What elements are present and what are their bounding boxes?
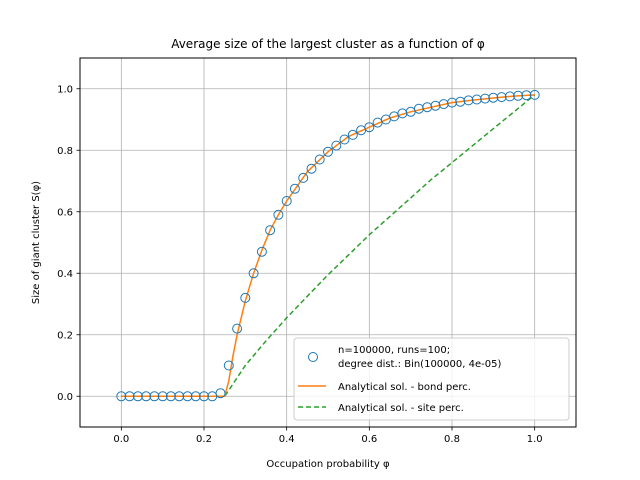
data-point [273, 209, 284, 220]
legend-marker-simulation [308, 352, 318, 362]
data-point [141, 391, 152, 402]
chart-title: Average size of the largest cluster as a… [171, 37, 485, 51]
legend-label-line: n=100000, runs=100; [338, 345, 450, 356]
data-point [281, 196, 292, 206]
x-tick-label: 0.8 [444, 434, 460, 445]
legend-label-bond: Analytical sol. - bond perc. [338, 382, 471, 393]
data-point [504, 91, 515, 102]
data-point [314, 154, 325, 165]
y-tick-label: 0.8 [57, 146, 73, 157]
grid [80, 58, 576, 427]
legend-label-line: degree dist.: Bin(100000, 4e-05) [338, 359, 501, 370]
data-point [422, 102, 433, 113]
data-point [488, 92, 499, 103]
data-point [455, 96, 466, 107]
data-point [298, 172, 309, 183]
y-tick-label: 0.2 [57, 330, 73, 341]
data-point [521, 90, 532, 101]
data-point [364, 122, 375, 133]
data-point [430, 100, 441, 111]
data-point [256, 246, 267, 257]
data-point [199, 391, 209, 402]
data-point [132, 391, 143, 402]
data-point [165, 391, 176, 402]
series-line-site [121, 94, 536, 398]
plot-area [116, 89, 540, 402]
data-point [174, 391, 185, 402]
legend-label-site: Analytical sol. - site perc. [338, 403, 464, 414]
x-tick-label: 0.2 [196, 434, 212, 445]
x-tick-label: 0.6 [361, 434, 377, 445]
data-point [331, 140, 342, 151]
y-tick-label: 0.4 [57, 269, 73, 280]
y-tick-label: 0.6 [57, 207, 73, 218]
plot-frame [79, 57, 577, 428]
data-point [347, 129, 358, 140]
x-axis-title: Occupation probability φ [266, 459, 390, 470]
x-tick-label: 0.4 [279, 434, 295, 445]
series-line-bond [121, 94, 535, 398]
data-point [480, 93, 491, 104]
y-tick-label: 0.0 [57, 392, 73, 403]
data-point [413, 103, 424, 114]
y-axis-title: Size of giant cluster S(φ) [31, 181, 42, 304]
data-point [463, 95, 474, 106]
legend-label-simulation: n=100000, runs=100; degree dist.: Bin(100… [338, 345, 501, 370]
legend-box [293, 337, 570, 421]
data-point [496, 92, 507, 103]
data-point [471, 94, 482, 105]
data-point [265, 225, 276, 236]
data-point [182, 391, 193, 402]
x-tick-label: 0.0 [113, 434, 129, 445]
data-point [232, 323, 243, 334]
data-point [223, 360, 234, 371]
data-point [157, 391, 168, 402]
data-point [306, 163, 317, 174]
data-point [513, 90, 524, 101]
data-point [240, 292, 251, 303]
data-point [215, 388, 226, 399]
data-point [149, 391, 160, 402]
data-point [124, 391, 135, 402]
legend: n=100000, runs=100; degree dist.: Bin(100… [293, 337, 570, 421]
x-tick-label: 1.0 [527, 434, 543, 445]
data-point [529, 89, 540, 100]
data-point [438, 99, 449, 110]
axis-ticks: 0.0 0.2 0.4 0.6 0.8 1.0 0.0 0.2 0.4 0.6 0.8 1.0 [57, 84, 543, 445]
data-point [289, 183, 300, 194]
data-point [447, 97, 457, 108]
data-point [248, 268, 259, 279]
data-point [190, 391, 201, 402]
data-point [323, 146, 333, 157]
y-tick-label: 1.0 [57, 84, 73, 95]
data-point [339, 134, 350, 145]
data-point [116, 391, 127, 402]
